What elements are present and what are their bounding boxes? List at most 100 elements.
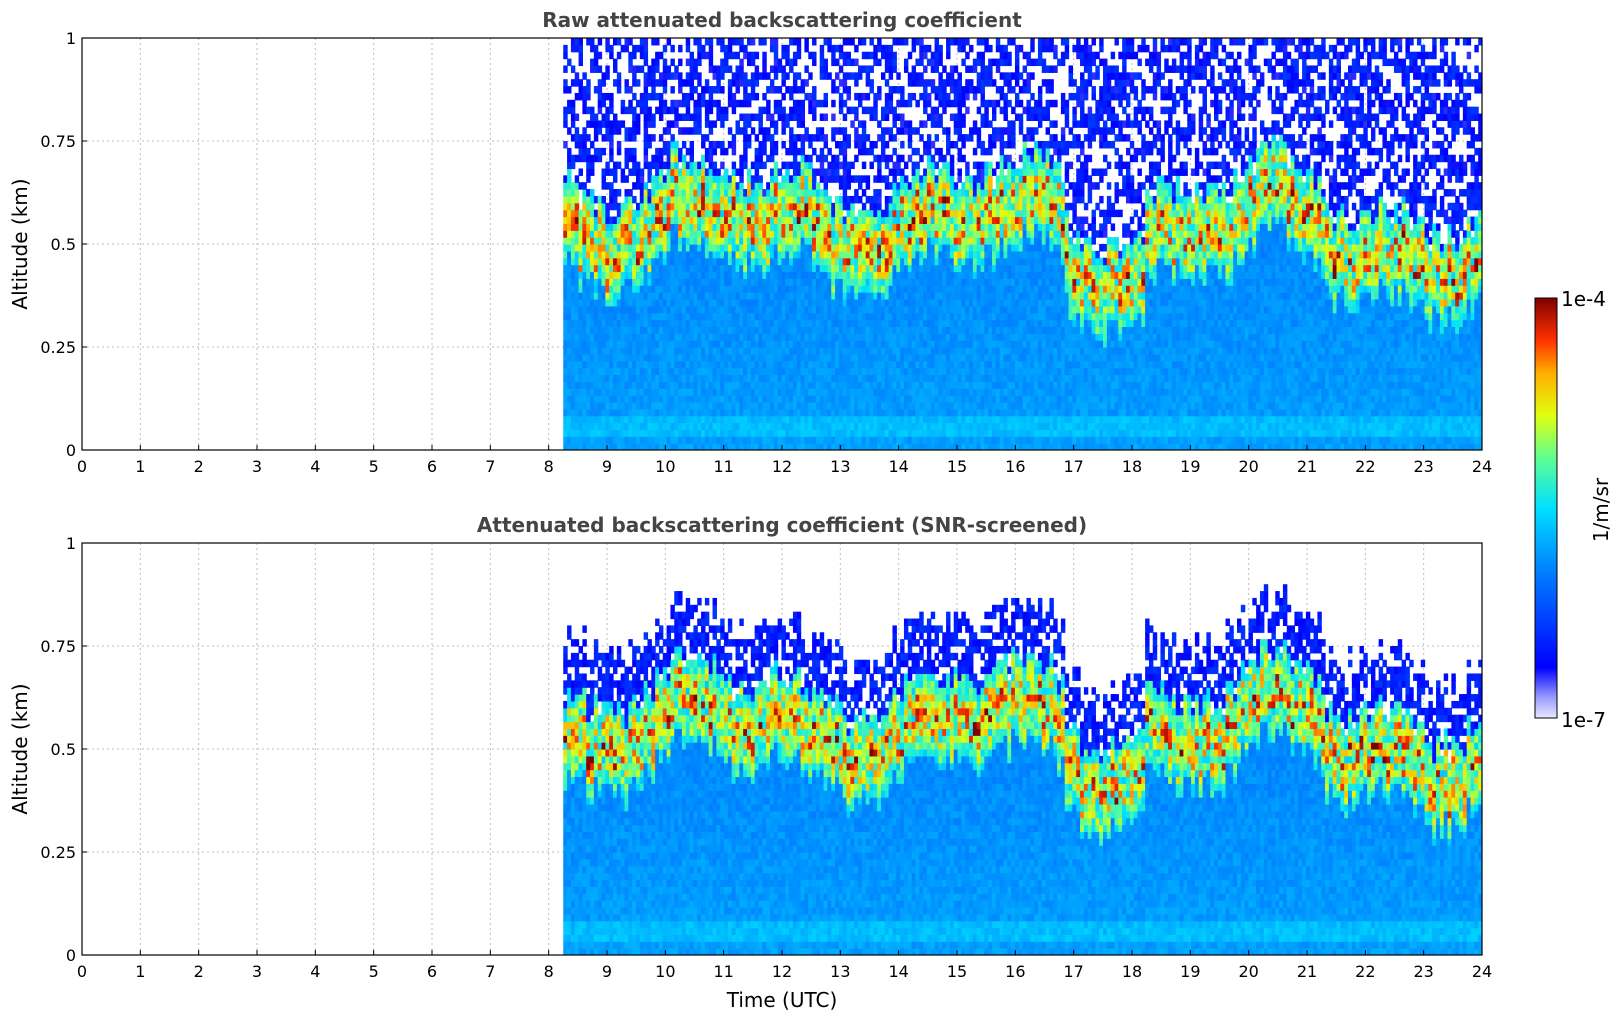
panel-raw-heatmap-cell <box>846 72 851 80</box>
panel-raw-heatmap-cell <box>792 333 798 341</box>
panel-raw-heatmap-cell <box>930 168 936 176</box>
panel-raw-heatmap-cell <box>923 381 928 389</box>
panel-raw-heatmap-cell <box>689 161 695 170</box>
panel-raw-heatmap-cell <box>616 292 622 300</box>
panel-raw-heatmap-cell <box>693 99 698 108</box>
panel-raw-heatmap-cell <box>850 443 855 450</box>
panel-raw-heatmap-cell <box>724 168 729 176</box>
panel-raw-heatmap-cell <box>632 333 637 341</box>
panel-raw-heatmap-cell <box>888 264 894 273</box>
panel-raw-heatmap-cell <box>926 99 932 108</box>
panel-raw-heatmap-cell <box>731 79 737 87</box>
panel-raw-heatmap-cell <box>697 292 702 300</box>
panel-raw-heatmap-cell <box>880 443 886 450</box>
panel-raw-heatmap-cell <box>670 340 675 348</box>
panel-raw-heatmap-cell <box>792 429 798 437</box>
panel-raw-heatmap-cell <box>808 401 813 410</box>
panel-raw-heatmap-cell <box>854 278 859 286</box>
panel-raw-heatmap-cell <box>681 223 687 231</box>
panel-raw-heatmap-cell <box>930 292 936 300</box>
panel-raw-heatmap-cell <box>873 285 878 293</box>
panel-raw-heatmap-cell <box>769 388 775 396</box>
panel-raw-heatmap-cell <box>877 326 882 334</box>
panel-raw-heatmap-cell <box>762 340 767 348</box>
panel-raw-heatmap-cell <box>670 443 675 450</box>
panel-raw-heatmap-cell <box>880 264 886 273</box>
panel-raw-heatmap-cell <box>666 401 672 410</box>
panel-raw-heatmap-cell <box>846 333 851 341</box>
panel-raw-heatmap-cell <box>658 305 664 314</box>
panel-raw-heatmap-cell <box>720 305 725 314</box>
panel-raw-heatmap-cell <box>785 422 790 430</box>
panel-raw-heatmap-cell <box>651 305 656 314</box>
panel-raw-heatmap-cell <box>643 429 649 437</box>
panel-raw-heatmap-cell <box>708 340 714 348</box>
panel-raw-heatmap-cell <box>750 305 756 314</box>
panel-raw-heatmap-cell <box>697 347 702 355</box>
panel-raw-heatmap-cell <box>938 257 943 266</box>
panel-raw-heatmap-cell <box>923 285 928 293</box>
panel-raw-heatmap-cell <box>605 65 610 73</box>
panel-raw-heatmap-cell <box>620 278 626 286</box>
panel-raw-heatmap-cell <box>601 216 606 224</box>
panel-raw-heatmap-cell <box>926 154 932 163</box>
panel-raw-heatmap-cell <box>643 244 649 252</box>
panel-raw-heatmap-cell <box>639 401 645 410</box>
panel-raw-heatmap-cell <box>903 340 909 348</box>
panel-raw-heatmap-cell <box>892 422 897 430</box>
panel-raw-heatmap-cell <box>915 381 920 389</box>
panel-raw-heatmap-cell <box>842 58 848 67</box>
panel-raw-heatmap-cell <box>769 154 775 163</box>
panel-raw-heatmap-cell <box>616 326 622 334</box>
panel-raw-heatmap-cell <box>697 285 702 293</box>
panel-raw-heatmap-cell <box>754 312 760 321</box>
panel-raw-heatmap-cell <box>724 312 729 321</box>
panel-raw-heatmap-cell <box>701 333 706 341</box>
panel-raw-heatmap-cell <box>835 312 840 321</box>
panel-raw-heatmap-cell <box>884 395 890 403</box>
panel-raw-heatmap-cell <box>769 326 775 334</box>
panel-raw-heatmap-cell <box>766 237 771 245</box>
panel-raw-heatmap-cell <box>712 408 717 417</box>
panel-raw-heatmap-cell <box>708 374 714 382</box>
panel-raw-heatmap-cell <box>858 237 863 245</box>
panel-raw-heatmap-cell <box>773 99 779 108</box>
panel-raw-heatmap-cell <box>727 38 733 46</box>
panel-raw-heatmap-cell <box>616 127 622 135</box>
panel-raw-heatmap-cell <box>574 360 580 369</box>
panel-raw-heatmap-cell <box>597 264 603 273</box>
panel-raw-heatmap-cell <box>735 401 740 410</box>
panel-raw-heatmap-cell <box>792 230 798 238</box>
panel-raw-heatmap-cell <box>884 326 890 334</box>
panel-raw-heatmap-cell <box>907 319 913 327</box>
panel-raw-heatmap-cell <box>880 44 886 53</box>
panel-raw-heatmap-cell <box>586 120 591 128</box>
panel-raw-heatmap-cell <box>926 182 932 190</box>
panel-raw-heatmap-cell <box>693 168 698 176</box>
panel-raw-heatmap-cell <box>609 326 614 334</box>
panel-raw-heatmap-cell <box>563 305 568 314</box>
panel-raw-heatmap-cell <box>613 333 618 341</box>
panel-raw-heatmap-cell <box>877 401 882 410</box>
panel-raw-heatmap-cell <box>900 278 905 286</box>
panel-raw-heatmap-cell <box>643 141 649 149</box>
panel-raw-heatmap-cell <box>915 79 920 87</box>
panel-raw-heatmap-cell <box>685 99 691 108</box>
panel-raw-heatmap-cell <box>926 360 932 369</box>
panel-raw-heatmap-cell <box>796 106 802 115</box>
panel-raw-heatmap-cell <box>666 154 672 163</box>
panel-raw-heatmap-cell <box>620 367 626 376</box>
panel-raw-heatmap-cell <box>747 443 752 450</box>
panel-raw-heatmap-cell <box>923 244 928 252</box>
panel-raw-heatmap-cell <box>831 367 836 376</box>
panel-raw-heatmap-cell <box>747 195 752 204</box>
panel-raw: Raw attenuated backscattering coefficien… <box>8 8 1492 476</box>
panel-raw-heatmap-cell <box>804 209 809 218</box>
panel-raw-heatmap-cell <box>727 195 733 204</box>
panel-raw-heatmap-cell <box>800 367 806 376</box>
panel-raw-heatmap-cell <box>727 292 733 300</box>
panel-raw-heatmap-cell <box>624 360 629 369</box>
panel-raw-heatmap-cell <box>907 312 913 321</box>
panel-raw-heatmap-cell <box>888 388 894 396</box>
panel-raw-heatmap-cell <box>785 326 790 334</box>
